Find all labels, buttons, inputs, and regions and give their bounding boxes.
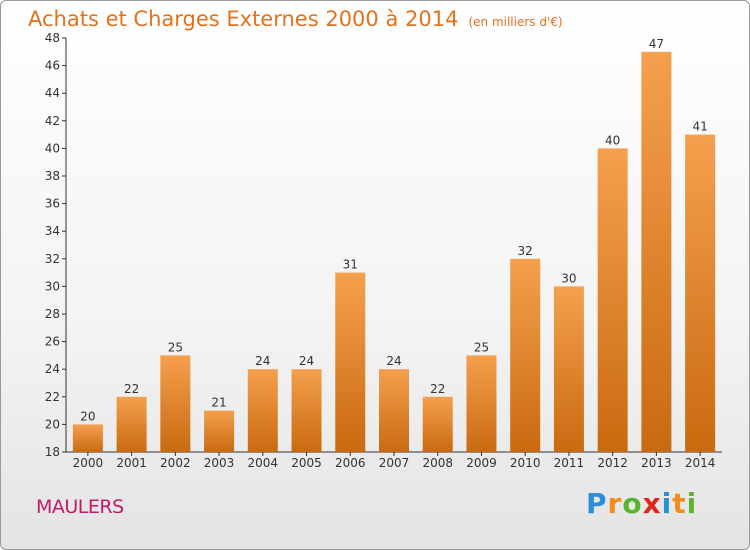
x-tick-label: 2011 [554, 456, 585, 470]
data-label-2009: 25 [474, 340, 489, 354]
data-label-2000: 20 [80, 409, 95, 423]
data-label-2014: 41 [692, 120, 707, 134]
data-label-2001: 22 [124, 382, 139, 396]
x-tick-label: 2004 [248, 456, 279, 470]
data-label-2005: 24 [299, 354, 314, 368]
x-tick-label: 2003 [204, 456, 235, 470]
y-tick-label: 36 [45, 197, 60, 211]
bar-2006 [335, 272, 366, 452]
y-tick-label: 40 [45, 141, 60, 155]
data-label-2004: 24 [255, 354, 270, 368]
chart-title: Achats et Charges Externes 2000 à 2014 (e… [28, 7, 563, 31]
x-tick-label: 2013 [641, 456, 672, 470]
chart-title-text: Achats et Charges Externes 2000 à 2014 [28, 7, 459, 31]
axes: 18 20 22 24 26 28 30 32 34 36 38 40 42 44 46 48 2000 2001… [45, 31, 722, 470]
y-tick-label: 18 [45, 445, 60, 459]
bar-2011 [553, 286, 584, 452]
logo-letter: x [642, 487, 662, 520]
commune-name: MAULERS [36, 496, 124, 518]
logo-letter: t [672, 487, 687, 520]
data-label-2003: 21 [211, 396, 226, 410]
x-tick-label: 2014 [685, 456, 716, 470]
x-tick-label: 2009 [466, 456, 497, 470]
y-tick-label: 24 [45, 362, 60, 376]
bars [72, 51, 716, 453]
y-tick-label: 28 [45, 307, 60, 321]
bar-2009 [466, 355, 497, 452]
data-label-2011: 30 [561, 271, 576, 285]
bar-2003 [204, 410, 235, 452]
data-label-2002: 25 [168, 340, 183, 354]
y-tick-label: 46 [45, 59, 60, 73]
x-tick-label: 2010 [510, 456, 541, 470]
data-label-2013: 47 [649, 37, 664, 51]
bar-2001 [116, 396, 147, 452]
proxiti-logo: Proxiti [586, 487, 697, 520]
logo-letter: o [622, 487, 643, 520]
x-tick-label: 2006 [335, 456, 366, 470]
y-tick-label: 32 [45, 252, 60, 266]
x-tick-label: 2005 [291, 456, 322, 470]
bar-2013 [641, 51, 672, 453]
y-tick-label: 30 [45, 279, 60, 293]
bar-2005 [291, 369, 322, 452]
y-tick-label: 20 [45, 417, 60, 431]
bar-2004 [247, 369, 278, 452]
bar-2007 [379, 369, 409, 452]
x-tick-label: 2012 [597, 456, 628, 470]
bar-2008 [422, 396, 453, 452]
y-tick-label: 34 [45, 224, 60, 238]
y-tick-label: 42 [45, 114, 60, 128]
data-label-2006: 31 [343, 258, 358, 272]
logo-letter: P [586, 487, 608, 520]
y-tick-label: 22 [45, 390, 60, 404]
x-tick-label: 2007 [379, 456, 410, 470]
logo-letter: i [661, 487, 673, 520]
data-label-2008: 22 [430, 382, 445, 396]
y-tick-label: 48 [45, 31, 60, 45]
data-label-2010: 32 [518, 244, 533, 258]
y-tick-label: 26 [45, 335, 60, 349]
bar-2002 [160, 355, 191, 452]
data-label-2007: 24 [386, 354, 401, 368]
y-tick-label: 44 [45, 86, 60, 100]
bar-2012 [597, 148, 628, 452]
x-tick-label: 2001 [116, 456, 147, 470]
x-tick-label: 2000 [73, 456, 104, 470]
x-tick-label: 2008 [422, 456, 453, 470]
chart-subtitle: (en milliers d'€) [468, 15, 563, 29]
bar-2000 [72, 424, 103, 452]
bar-2010 [510, 258, 541, 452]
data-labels: 20 22 25 21 24 24 31 24 22 25 32 30 40 47 41 [80, 37, 708, 424]
data-label-2012: 40 [605, 133, 620, 147]
logo-letter: i [686, 487, 698, 520]
bar-2014 [685, 134, 716, 452]
x-tick-label: 2002 [160, 456, 191, 470]
y-tick-label: 38 [45, 169, 60, 183]
logo-letter: r [607, 487, 623, 520]
